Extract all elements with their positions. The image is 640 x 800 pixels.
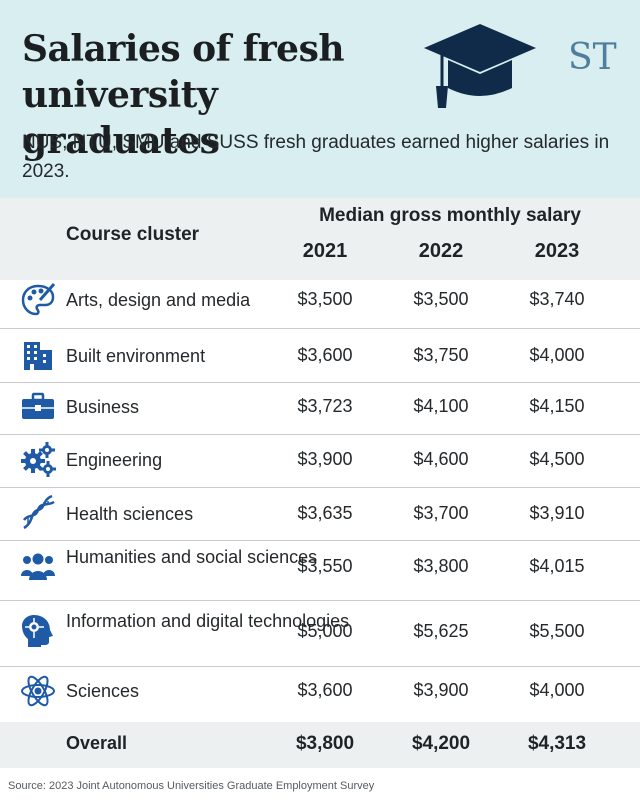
overall-2023: $4,313 [527,733,587,754]
row-label-humanities: Humanities and social sciences [66,547,318,567]
cell-humanities-2023: $4,015 [529,556,585,576]
row-divider [0,382,640,383]
cell-sciences-2023: $4,000 [529,680,585,700]
cell-arts-2021: $3,500 [297,289,353,309]
cell-built-2023: $4,000 [529,345,585,365]
cell-engineering-2021: $3,900 [297,449,353,469]
source-note: Source: 2023 Joint Autonomous Universiti… [8,780,375,792]
circuit-head-icon [22,615,53,647]
median-salary-header: Median gross monthly salary [319,205,581,226]
cell-engineering-2022: $4,600 [413,449,469,469]
overall-2022: $4,200 [411,733,471,754]
graduation-cap-icon [424,24,536,108]
row-divider [0,600,640,601]
briefcase-icon [22,392,54,419]
row-divider [0,328,640,329]
row-label-engineering: Engineering [66,450,163,470]
building-icon [24,342,52,370]
row-label-information: Information and digital technologies [66,611,350,631]
row-label-business: Business [66,397,140,417]
cell-health-2021: $3,635 [297,503,353,523]
cell-information-2022: $5,625 [413,621,469,641]
year-header-2023: 2023 [534,240,580,262]
cell-humanities-2022: $3,800 [413,556,469,576]
cell-sciences-2021: $3,600 [297,680,353,700]
row-divider [0,540,640,541]
chart-title: Salaries of fresh university graduates [22,28,345,162]
row-label-sciences: Sciences [66,681,140,701]
cell-business-2023: $4,150 [529,396,585,416]
row-divider [0,434,640,435]
logo-text: ST [568,37,617,76]
atom-icon [21,675,55,707]
row-label-health-sciences: Health sciences [66,504,194,524]
course-cluster-header: Course cluster [66,224,200,245]
cell-arts-2023: $3,740 [529,289,585,309]
row-label-built-environment: Built environment [66,346,206,366]
palette-icon [21,283,56,316]
row-divider [0,666,640,667]
cell-health-2022: $3,700 [413,503,469,523]
cell-business-2022: $4,100 [413,396,469,416]
cell-built-2022: $3,750 [413,345,469,365]
cell-engineering-2023: $4,500 [529,449,585,469]
st-logo: ST [568,37,617,76]
cell-sciences-2022: $3,900 [413,680,469,700]
cell-information-2023: $5,500 [529,621,585,641]
row-label-arts: Arts, design and media [66,290,251,310]
gears-icon [21,442,56,477]
cell-humanities-2021: $3,550 [297,556,353,576]
dna-icon [22,494,55,530]
row-divider [0,487,640,488]
year-header-2022: 2022 [418,240,464,262]
column-header-band [0,198,640,280]
year-header-2021: 2021 [302,240,348,262]
cell-health-2023: $3,910 [529,503,585,523]
overall-label: Overall [66,733,128,753]
cell-information-2021: $5,000 [297,621,353,641]
header-band [0,0,640,198]
overall-row [0,722,640,768]
cell-arts-2022: $3,500 [413,289,469,309]
people-icon [21,553,55,580]
overall-2021: $3,800 [295,733,355,754]
chart-subtitle: NUS, NTU, SMU and SUSS fresh graduates e… [22,132,610,182]
cell-business-2021: $3,723 [297,396,353,416]
cell-built-2021: $3,600 [297,345,353,365]
